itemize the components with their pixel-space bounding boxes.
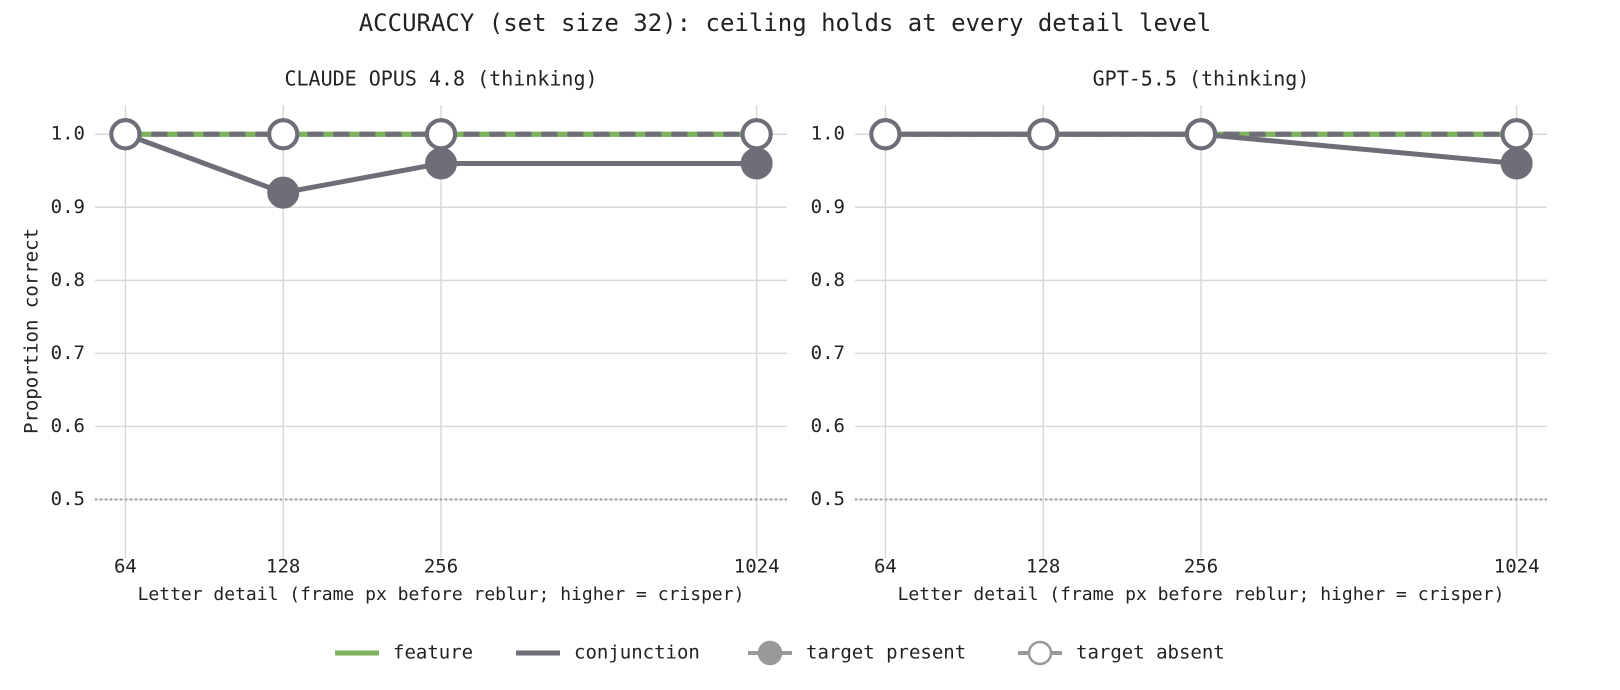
x-tick-label: 1024 (734, 556, 780, 578)
y-tick-label: 0.9 (811, 196, 845, 218)
marker (1185, 118, 1218, 151)
panel-title: CLAUDE OPUS 4.8 (thinking) (284, 67, 597, 91)
y-tick-label: 0.5 (51, 488, 85, 510)
y-tick-label: 0.7 (51, 342, 85, 364)
marker (425, 147, 458, 180)
marker (1500, 147, 1533, 180)
figure-title: ACCURACY (set size 32): ceiling holds at… (359, 9, 1212, 37)
x-tick-label: 256 (1184, 556, 1218, 578)
y-tick-label: 0.8 (51, 269, 85, 291)
marker (740, 118, 773, 151)
y-tick-label: 1.0 (811, 123, 845, 145)
marker (109, 118, 142, 151)
marker (1500, 118, 1533, 151)
marker (740, 147, 773, 180)
legend-marker (1027, 640, 1053, 666)
x-tick-label: 256 (424, 556, 458, 578)
y-tick-label: 0.6 (811, 415, 845, 437)
x-tick-label: 128 (266, 556, 300, 578)
y-tick-label: 0.5 (811, 488, 845, 510)
y-tick-label: 0.7 (811, 342, 845, 364)
y-tick-label: 0.9 (51, 196, 85, 218)
x-tick-label: 64 (114, 556, 137, 578)
series-line (124, 131, 757, 196)
x-tick-label: 128 (1026, 556, 1060, 578)
y-axis-label: Proportion correct (21, 228, 43, 434)
marker (425, 118, 458, 151)
y-tick-label: 0.8 (811, 269, 845, 291)
y-tick-label: 0.6 (51, 415, 85, 437)
panel-title: GPT-5.5 (thinking) (1093, 67, 1310, 91)
x-tick-label: 64 (874, 556, 897, 578)
legend-label: target absent (1076, 642, 1225, 664)
x-axis-label: Letter detail (frame px before reblur; h… (138, 584, 745, 605)
marker (267, 176, 300, 209)
marker (1027, 118, 1060, 151)
x-tick-label: 1024 (1494, 556, 1540, 578)
legend-label: conjunction (574, 642, 700, 664)
marker (869, 118, 902, 151)
y-tick-label: 1.0 (51, 123, 85, 145)
legend-marker (757, 640, 783, 666)
marker (267, 118, 300, 151)
legend-label: feature (393, 642, 473, 664)
x-axis-label: Letter detail (frame px before reblur; h… (898, 584, 1505, 605)
legend-label: target present (806, 642, 966, 664)
